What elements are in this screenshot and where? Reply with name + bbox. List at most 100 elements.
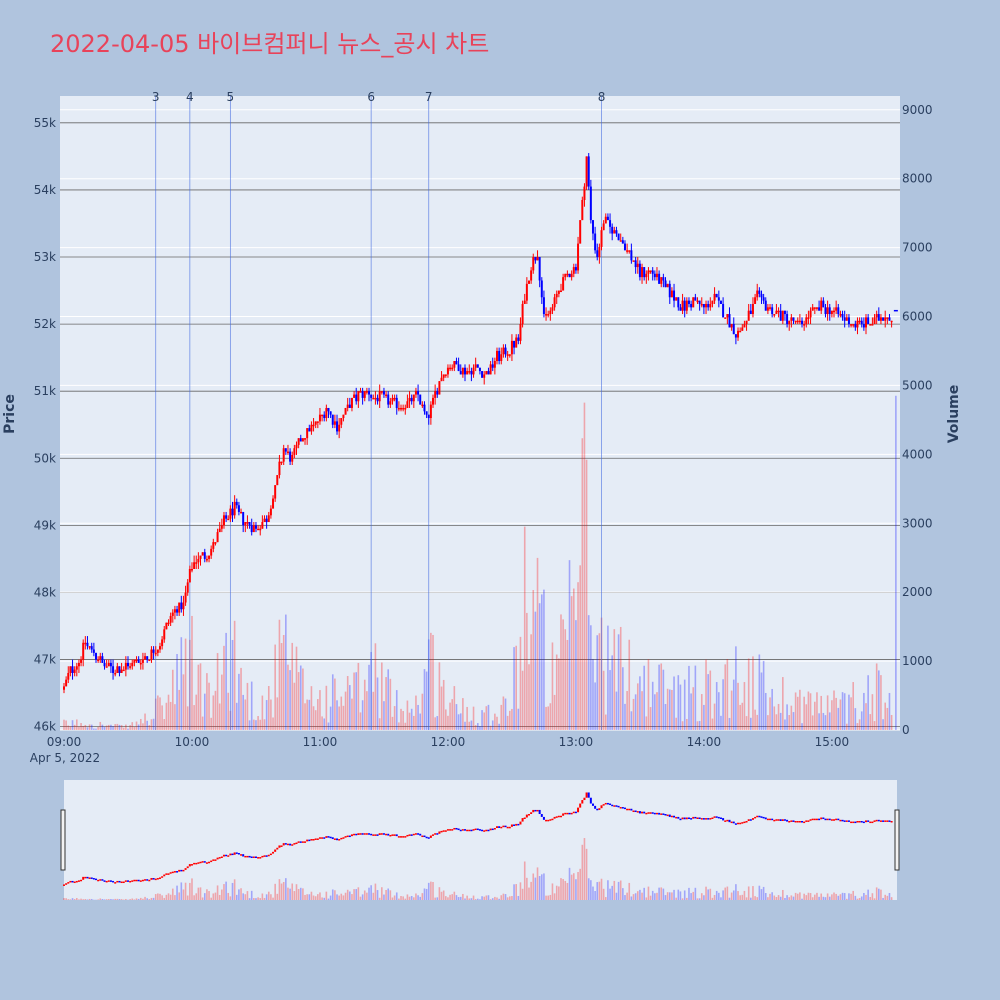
candle-body[interactable] [455,361,458,365]
candle-body[interactable] [133,659,136,663]
candle-body[interactable] [210,548,213,556]
candle-body[interactable] [338,424,341,432]
candle-body[interactable] [862,324,865,328]
candle-body[interactable] [216,532,219,543]
candle-body[interactable] [370,394,373,398]
candle-body[interactable] [402,407,405,410]
candle-body[interactable] [103,662,106,667]
candle-body[interactable] [830,310,833,315]
candle-body[interactable] [589,186,592,221]
candle-body[interactable] [837,307,840,315]
candle-body[interactable] [427,414,430,419]
candle-body[interactable] [739,330,742,333]
candle-body[interactable] [547,314,550,316]
candle-body[interactable] [276,475,279,486]
candle-body[interactable] [291,454,294,462]
candle-body[interactable] [536,257,539,261]
candle-body[interactable] [626,250,629,252]
candle-body[interactable] [242,511,245,526]
candle-body[interactable] [417,391,420,395]
candle-body[interactable] [180,602,183,610]
candle-body[interactable] [173,609,176,613]
candle-body[interactable] [118,666,121,673]
candle-body[interactable] [515,337,518,348]
candle-body[interactable] [807,317,810,319]
candle-body[interactable] [555,293,558,298]
candle-body[interactable] [380,391,383,393]
candle-body[interactable] [306,428,309,439]
candle-body[interactable] [414,391,417,395]
candle-body[interactable] [754,297,757,304]
candle-body[interactable] [342,414,345,419]
candle-body[interactable] [73,669,76,673]
candle-body[interactable] [265,518,268,523]
candle-body[interactable] [167,622,170,625]
candle-body[interactable] [220,525,223,529]
candle-body[interactable] [340,418,343,425]
candle-body[interactable] [634,260,637,268]
candle-body[interactable] [86,642,89,647]
candle-body[interactable] [587,156,590,187]
candle-body[interactable] [391,397,394,402]
candle-body[interactable] [677,297,680,308]
candle-body[interactable] [495,350,498,362]
candle-body[interactable] [261,522,264,529]
range-slider-left-handle[interactable] [60,809,66,871]
candle-body[interactable] [783,310,786,315]
candle-body[interactable] [521,303,524,325]
candle-body[interactable] [406,401,409,408]
candle-body[interactable] [182,602,185,610]
candle-body[interactable] [670,290,673,298]
candle-body[interactable] [673,290,676,301]
candle-body[interactable] [664,280,667,288]
candle-body[interactable] [385,394,388,397]
candle-body[interactable] [116,666,119,673]
candle-body[interactable] [523,300,526,304]
candle-body[interactable] [717,297,720,301]
candle-body[interactable] [425,411,428,415]
candle-body[interactable] [304,438,307,440]
candle-body[interactable] [252,525,255,533]
candle-body[interactable] [749,310,752,315]
candle-body[interactable] [798,320,801,323]
candle-body[interactable] [527,280,530,284]
candle-body[interactable] [888,317,891,321]
candle-body[interactable] [201,552,204,556]
candle-body[interactable] [493,361,496,368]
candle-body[interactable] [532,257,535,271]
candle-body[interactable] [583,186,586,200]
candle-body[interactable] [372,397,375,400]
candle-body[interactable] [272,498,275,509]
candle-body[interactable] [99,656,102,660]
candle-body[interactable] [459,371,462,375]
candle-body[interactable] [65,679,68,687]
candle-body[interactable] [395,397,398,408]
candle-body[interactable] [811,307,814,311]
candle-body[interactable] [504,347,507,355]
candle-body[interactable] [623,243,626,251]
candle-body[interactable] [214,542,217,544]
candle-body[interactable] [126,662,129,667]
candle-body[interactable] [877,314,880,321]
candle-body[interactable] [329,411,332,415]
candle-body[interactable] [743,324,746,328]
candle-body[interactable] [389,401,392,405]
candle-body[interactable] [124,662,127,670]
candle-body[interactable] [781,310,784,321]
candle-body[interactable] [410,397,413,402]
plot-area[interactable] [60,96,900,730]
candle-body[interactable] [139,662,142,665]
candle-body[interactable] [92,649,95,653]
candle-body[interactable] [378,391,381,402]
candle-body[interactable] [500,354,503,362]
candle-body[interactable] [188,568,191,583]
candle-body[interactable] [246,522,249,524]
candle-body[interactable] [756,290,759,298]
candle-body[interactable] [135,659,138,662]
candle-body[interactable] [429,404,432,419]
candle-body[interactable] [478,367,481,372]
candle-body[interactable] [355,394,358,402]
candle-body[interactable] [713,293,716,301]
candle-body[interactable] [82,642,85,660]
